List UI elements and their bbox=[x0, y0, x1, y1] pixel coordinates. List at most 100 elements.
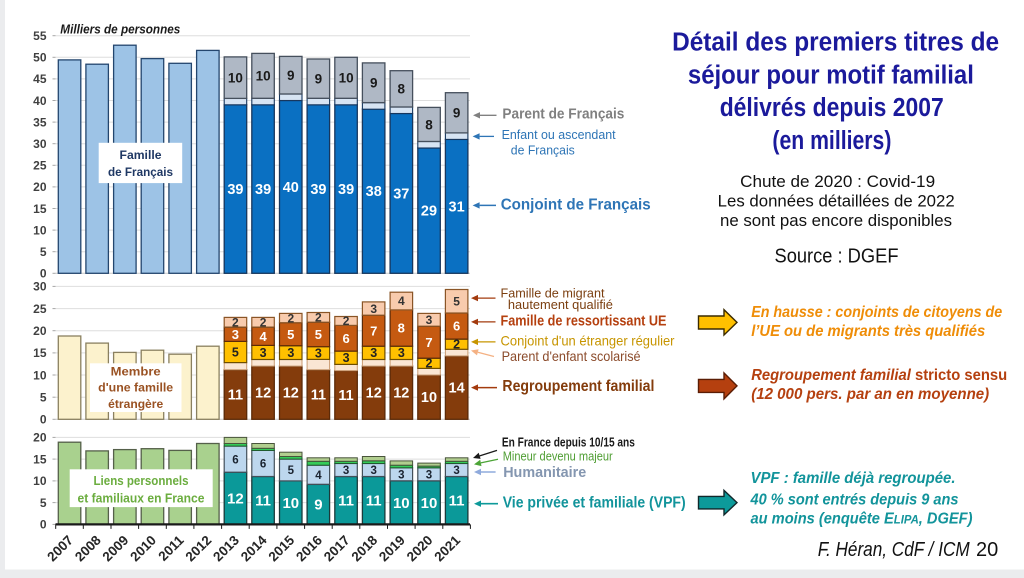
svg-text:3: 3 bbox=[343, 465, 349, 477]
svg-text:étrangère: étrangère bbox=[108, 397, 163, 411]
svg-text:38: 38 bbox=[366, 184, 382, 200]
svg-text:Les données détaillées de 2022: Les données détaillées de 2022 bbox=[718, 192, 955, 210]
svg-text:10: 10 bbox=[421, 390, 437, 406]
svg-text:En France depuis 10/15 ans: En France depuis 10/15 ans bbox=[502, 435, 635, 450]
svg-text:au moins (enquête ELIPA, DGEF): au moins (enquête ELIPA, DGEF) bbox=[751, 510, 973, 527]
svg-text:11: 11 bbox=[338, 493, 354, 510]
svg-text:5: 5 bbox=[40, 496, 47, 510]
svg-text:10: 10 bbox=[256, 69, 271, 84]
svg-text:3: 3 bbox=[260, 346, 267, 360]
svg-text:25: 25 bbox=[33, 302, 47, 316]
svg-text:20: 20 bbox=[33, 180, 47, 194]
svg-text:3: 3 bbox=[315, 347, 322, 361]
svg-text:0: 0 bbox=[40, 267, 47, 281]
svg-text:39: 39 bbox=[338, 182, 354, 198]
svg-text:(12 000 pers. par an en moyenn: (12 000 pers. par an en moyenne) bbox=[751, 386, 989, 403]
svg-text:6: 6 bbox=[453, 319, 460, 334]
svg-text:35: 35 bbox=[33, 115, 47, 129]
svg-text:0: 0 bbox=[40, 413, 47, 427]
svg-text:F. Héran, CdF / ICM: F. Héran, CdF / ICM bbox=[818, 539, 970, 561]
svg-text:2: 2 bbox=[260, 316, 267, 330]
svg-text:Humanitaire: Humanitaire bbox=[503, 465, 586, 481]
svg-text:Chute de 2020 : Covid-19: Chute de 2020 : Covid-19 bbox=[740, 173, 935, 191]
svg-text:11: 11 bbox=[311, 388, 326, 404]
svg-text:15: 15 bbox=[33, 202, 47, 216]
svg-text:3: 3 bbox=[287, 346, 294, 360]
svg-text:6: 6 bbox=[232, 454, 238, 466]
svg-text:Famille: Famille bbox=[120, 148, 162, 162]
svg-text:2: 2 bbox=[232, 316, 239, 330]
svg-text:31: 31 bbox=[449, 199, 465, 215]
svg-text:3: 3 bbox=[453, 465, 459, 477]
svg-text:25: 25 bbox=[33, 159, 47, 173]
svg-text:4: 4 bbox=[315, 470, 322, 482]
svg-text:Regroupement familial stricto: Regroupement familial stricto sensu bbox=[751, 367, 1007, 384]
svg-text:3: 3 bbox=[370, 302, 377, 316]
svg-text:Vie privée et familiale (VPF): Vie privée et familiale (VPF) bbox=[503, 495, 686, 512]
svg-text:40 % sont entrés depuis 9 ans: 40 % sont entrés depuis 9 ans bbox=[750, 492, 959, 509]
svg-text:ne sont pas encore disponibles: ne sont pas encore disponibles bbox=[720, 212, 952, 230]
svg-text:0: 0 bbox=[40, 518, 47, 532]
svg-text:Détail des premiers titres de: Détail des premiers titres de bbox=[672, 29, 999, 57]
svg-text:40: 40 bbox=[33, 94, 47, 108]
svg-text:2: 2 bbox=[453, 338, 460, 352]
svg-text:Famille de ressortissant UE: Famille de ressortissant UE bbox=[501, 314, 667, 330]
svg-text:10: 10 bbox=[393, 495, 410, 512]
svg-text:10: 10 bbox=[33, 474, 47, 488]
svg-text:20: 20 bbox=[33, 324, 47, 338]
svg-text:5: 5 bbox=[40, 245, 47, 259]
svg-text:9: 9 bbox=[370, 76, 378, 91]
svg-text:20: 20 bbox=[33, 431, 47, 445]
svg-text:5: 5 bbox=[315, 327, 322, 342]
svg-text:10: 10 bbox=[33, 368, 47, 382]
svg-text:37: 37 bbox=[393, 186, 409, 202]
svg-text:Mineur devenu majeur: Mineur devenu majeur bbox=[503, 449, 614, 464]
svg-text:39: 39 bbox=[255, 182, 271, 198]
svg-text:39: 39 bbox=[227, 182, 243, 198]
svg-text:29: 29 bbox=[421, 204, 437, 220]
svg-text:Source : DGEF: Source : DGEF bbox=[775, 245, 899, 268]
svg-text:10: 10 bbox=[282, 495, 299, 512]
svg-text:5: 5 bbox=[40, 391, 47, 405]
svg-text:14: 14 bbox=[449, 381, 465, 397]
svg-text:Membre: Membre bbox=[111, 364, 161, 378]
svg-text:39: 39 bbox=[310, 182, 326, 198]
svg-text:4: 4 bbox=[398, 294, 405, 308]
svg-text:Enfant ou ascendant: Enfant ou ascendant bbox=[502, 127, 616, 142]
svg-text:2: 2 bbox=[315, 311, 322, 325]
svg-text:2: 2 bbox=[426, 357, 433, 371]
svg-text:3: 3 bbox=[232, 327, 239, 342]
svg-text:8: 8 bbox=[398, 82, 406, 97]
svg-text:3: 3 bbox=[370, 465, 376, 477]
svg-text:délivrés depuis 2007: délivrés depuis 2007 bbox=[720, 94, 944, 122]
svg-text:et familiaux en France: et familiaux en France bbox=[78, 490, 205, 505]
svg-text:4: 4 bbox=[259, 329, 267, 344]
svg-text:12: 12 bbox=[283, 386, 299, 402]
svg-text:10: 10 bbox=[339, 71, 354, 86]
svg-text:(en milliers): (en milliers) bbox=[772, 127, 891, 155]
svg-text:5: 5 bbox=[453, 294, 460, 308]
svg-text:5: 5 bbox=[287, 327, 294, 342]
svg-text:3: 3 bbox=[398, 470, 404, 482]
svg-text:2: 2 bbox=[343, 314, 350, 328]
svg-text:11: 11 bbox=[366, 493, 382, 510]
svg-text:de Français: de Français bbox=[108, 165, 173, 179]
svg-text:8: 8 bbox=[425, 117, 433, 132]
svg-text:3: 3 bbox=[426, 470, 432, 482]
svg-text:Milliers de personnes: Milliers de personnes bbox=[60, 22, 180, 37]
svg-text:10: 10 bbox=[33, 223, 47, 237]
svg-text:11: 11 bbox=[338, 388, 353, 404]
svg-text:En hausse : conjoints de citoy: En hausse : conjoints de citoyens de bbox=[751, 304, 1002, 321]
svg-text:l’UE ou de migrants très quali: l’UE ou de migrants très qualifiés bbox=[751, 323, 985, 340]
svg-text:11: 11 bbox=[228, 388, 243, 404]
svg-text:9: 9 bbox=[314, 497, 322, 514]
svg-text:6: 6 bbox=[260, 459, 266, 471]
svg-text:55: 55 bbox=[33, 29, 47, 43]
svg-text:VPF : famille déjà regroupée.: VPF : famille déjà regroupée. bbox=[751, 470, 956, 487]
svg-text:40: 40 bbox=[283, 180, 299, 196]
svg-text:12: 12 bbox=[393, 386, 409, 402]
svg-text:Regroupement familial: Regroupement familial bbox=[502, 378, 654, 395]
svg-text:15: 15 bbox=[33, 346, 47, 360]
svg-text:5: 5 bbox=[288, 465, 295, 477]
svg-text:7: 7 bbox=[425, 335, 432, 350]
